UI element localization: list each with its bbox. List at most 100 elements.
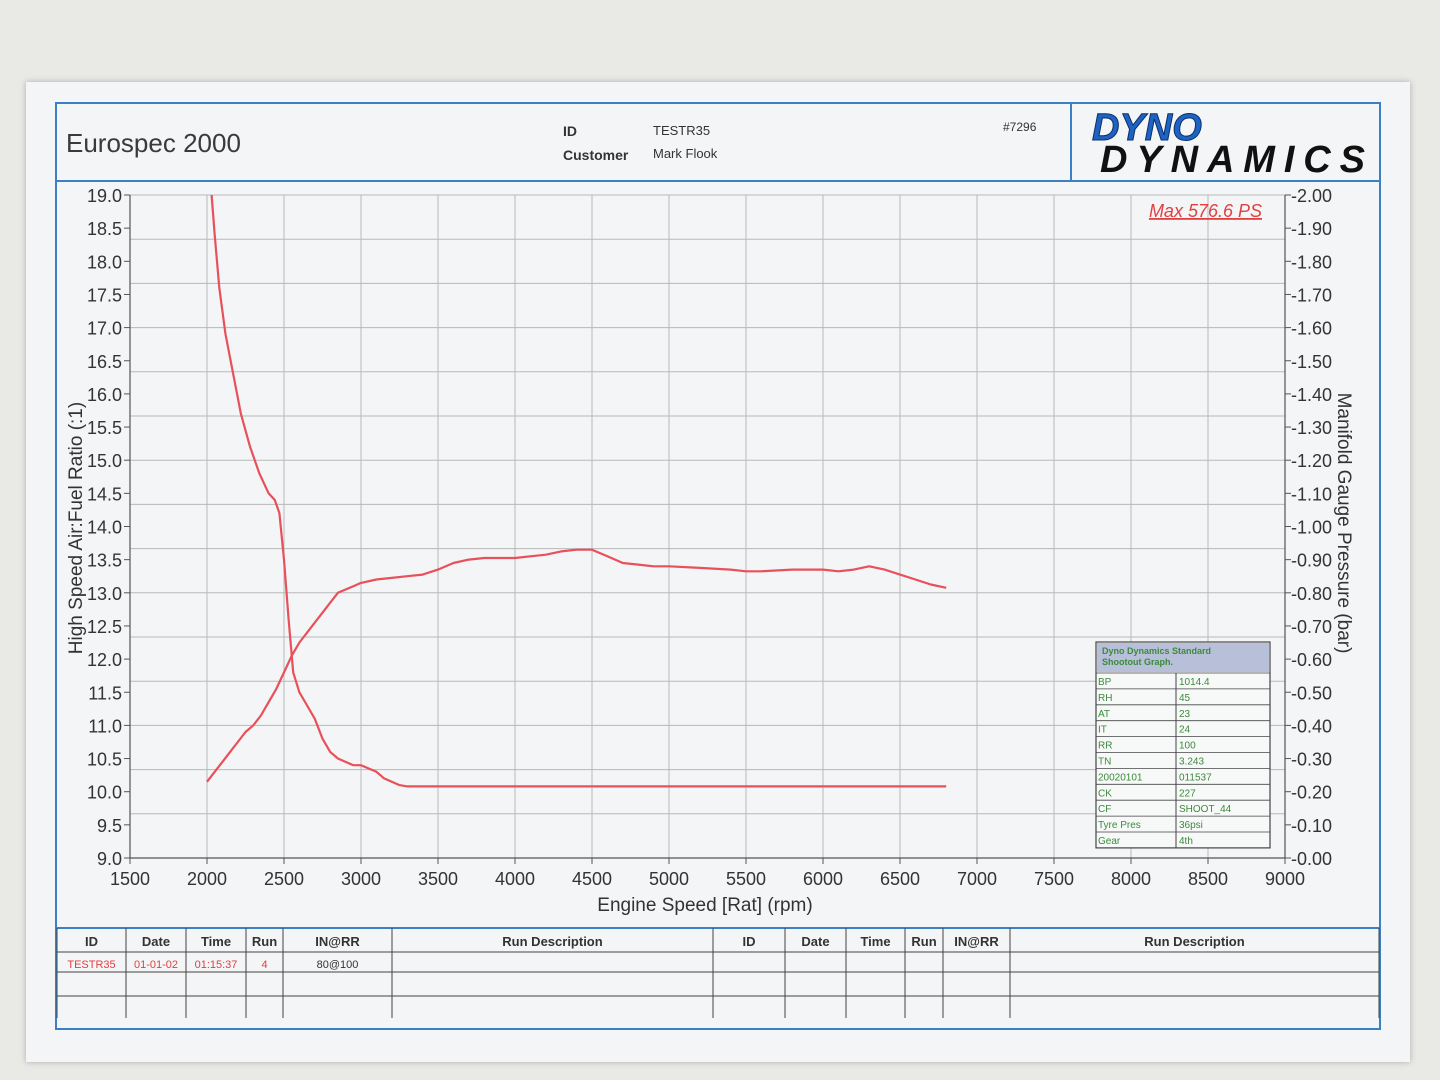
y-left-tick-label: 12.0 — [87, 650, 122, 670]
x-tick-label: 8500 — [1188, 869, 1228, 889]
x-axis-label: Engine Speed [Rat] (rpm) — [597, 895, 812, 916]
info-row-value: 45 — [1179, 693, 1191, 704]
y-right-tick-label: -0.60 — [1291, 650, 1332, 670]
y-right-tick-label: -1.80 — [1291, 252, 1332, 272]
customer-label: Customer — [563, 147, 629, 163]
x-tick-label: 7000 — [957, 869, 997, 889]
id-label: ID — [563, 123, 577, 139]
max-power-annotation: Max 576.6 PS — [1149, 201, 1262, 221]
info-box-header — [1097, 643, 1269, 672]
y-left-tick-label: 9.0 — [97, 849, 122, 869]
info-row-value: 011537 — [1179, 772, 1212, 783]
x-tick-label: 4500 — [572, 869, 612, 889]
y-left-tick-label: 16.5 — [87, 352, 122, 372]
customer-value: Mark Flook — [653, 146, 718, 161]
y-right-tick-label: -0.30 — [1291, 750, 1332, 770]
y-right-tick-label: -0.90 — [1291, 551, 1332, 571]
y-left-tick-label: 17.5 — [87, 285, 122, 305]
logo-line2: DYNAMICS — [1100, 139, 1365, 180]
header-band — [57, 104, 1379, 182]
info-row-value: SHOOT_44 — [1179, 804, 1232, 815]
y-right-tick-label: -0.50 — [1291, 683, 1332, 703]
y-right-tick-label: -0.00 — [1291, 849, 1332, 869]
y-left-tick-label: 17.0 — [87, 319, 122, 339]
y-right-tick-label: -1.10 — [1291, 484, 1332, 504]
x-tick-label: 3500 — [418, 869, 458, 889]
y-left-axis-label: High Speed Air:Fuel Ratio (:1) — [66, 402, 87, 654]
y-left-tick-label: 14.5 — [87, 484, 122, 504]
y-left-tick-label: 10.5 — [87, 750, 122, 770]
axes — [124, 194, 1291, 864]
x-tick-label: 6500 — [880, 869, 920, 889]
info-row-key: AT — [1098, 709, 1110, 720]
info-row-value: 227 — [1179, 788, 1196, 799]
x-tick-labels: 1500 2000 2500 3000 3500 4000 4500 5000 5500 6000… — [110, 869, 1305, 889]
boost-curve — [206, 548, 947, 783]
y-left-tick-labels: 9.0 9.5 10.0 10.5 11.0 11.5 12.0 12.5 13.0 13.5 14… — [87, 186, 122, 869]
y-right-tick-label: -1.60 — [1291, 319, 1332, 339]
info-box-title-2: Shootout Graph. — [1102, 657, 1173, 667]
y-left-tick-label: 11.5 — [88, 683, 122, 703]
y-left-tick-label: 10.0 — [87, 783, 122, 803]
x-tick-label: 9000 — [1265, 869, 1305, 889]
info-row-value: 36psi — [1179, 820, 1203, 831]
x-tick-label: 5000 — [649, 869, 689, 889]
x-tick-label: 3000 — [341, 869, 381, 889]
y-right-tick-label: -0.70 — [1291, 617, 1332, 637]
info-row-key: CK — [1098, 788, 1112, 799]
y-left-tick-label: 15.5 — [87, 418, 122, 438]
curves — [206, 194, 947, 788]
afr-curve — [210, 194, 947, 788]
info-row-value: 3.243 — [1179, 757, 1204, 768]
y-left-tick-label: 13.5 — [87, 551, 122, 571]
x-tick-label: 7500 — [1034, 869, 1074, 889]
y-left-tick-label: 11.0 — [88, 716, 122, 736]
y-right-axis-label: Manifold Gauge Pressure (bar) — [1333, 393, 1354, 654]
sheet-number: #7296 — [1003, 120, 1037, 134]
y-right-tick-label: -1.40 — [1291, 385, 1332, 405]
id-value: TESTR35 — [653, 123, 711, 138]
y-right-tick-label: -0.20 — [1291, 783, 1332, 803]
y-right-tick-label: -0.10 — [1291, 816, 1332, 836]
y-right-tick-label: -0.80 — [1291, 584, 1332, 604]
info-row-key: RR — [1098, 741, 1112, 752]
y-left-tick-label: 18.0 — [87, 252, 122, 272]
report-title: Eurospec 2000 — [66, 128, 241, 158]
y-left-tick-label: 18.5 — [87, 219, 122, 239]
y-right-tick-label: -1.30 — [1291, 418, 1332, 438]
x-tick-label: 2500 — [264, 869, 304, 889]
x-tick-label: 2000 — [187, 869, 227, 889]
y-right-tick-label: -1.00 — [1291, 518, 1332, 538]
dyno-dynamics-logo: DYNO DYNAMICS — [1070, 104, 1375, 182]
y-left-tick-label: 12.5 — [87, 617, 122, 637]
y-left-tick-label: 14.0 — [87, 518, 122, 538]
y-left-tick-label: 13.0 — [87, 584, 122, 604]
y-left-tick-label: 15.0 — [87, 451, 122, 471]
info-row-value: 4th — [1179, 836, 1193, 847]
info-row-value: 1014.4 — [1179, 677, 1210, 688]
y-right-tick-label: -1.70 — [1291, 285, 1332, 305]
y-left-tick-label: 19.0 — [87, 186, 122, 206]
x-tick-label: 8000 — [1111, 869, 1151, 889]
y-right-tick-labels: -0.00 -0.10 -0.20 -0.30 -0.40 -0.50 -0.60 -0.70… — [1291, 186, 1332, 869]
y-left-tick-label: 9.5 — [97, 816, 122, 836]
x-tick-label: 6000 — [803, 869, 843, 889]
y-right-tick-label: -1.20 — [1291, 451, 1332, 471]
info-box-border — [1095, 641, 1271, 849]
info-row-value: 23 — [1179, 709, 1191, 720]
info-row-key: RH — [1098, 693, 1112, 704]
paper-sheet — [26, 82, 1410, 1062]
logo-svg: DYNO DYNAMICS — [1092, 107, 1366, 182]
info-row-key: IT — [1098, 725, 1107, 736]
info-row-value: 24 — [1179, 725, 1191, 736]
info-row-key: Tyre Pres — [1098, 820, 1141, 831]
y-right-tick-label: -2.00 — [1291, 186, 1332, 206]
y-right-tick-label: -1.50 — [1291, 352, 1332, 372]
info-row-key: CF — [1098, 804, 1111, 815]
chart-frame — [55, 102, 1381, 1030]
info-row-key: Gear — [1098, 836, 1121, 847]
info-box-title-1: Dyno Dynamics Standard — [1102, 646, 1211, 656]
info-row-key: BP — [1098, 677, 1112, 688]
